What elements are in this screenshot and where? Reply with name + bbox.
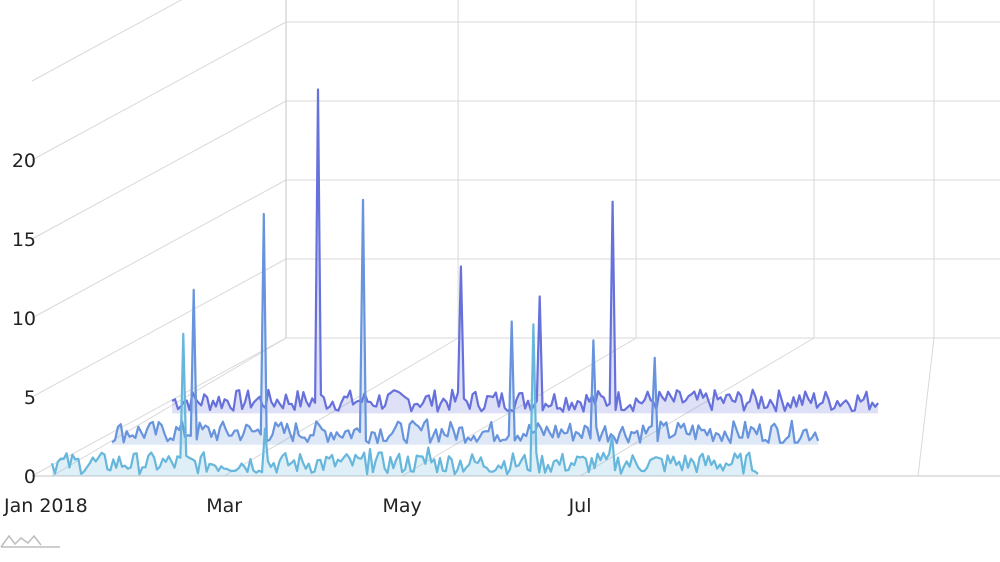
left-wall-gridline — [31, 179, 287, 319]
left-wall-gridline — [31, 258, 287, 398]
series-2-line — [111, 198, 820, 445]
floor-gridline — [401, 337, 637, 477]
x-axis: Jan 2018 Mar May Jul — [3, 495, 592, 517]
x-tick-label: Jul — [568, 495, 592, 517]
x-tick-label: Mar — [206, 495, 242, 517]
y-axis: 0 5 10 15 20 — [12, 150, 36, 488]
left-wall-gridline — [31, 21, 287, 161]
floor-gridline — [917, 337, 935, 477]
series-layer — [50, 88, 879, 476]
x-tick-label: Jan 2018 — [3, 495, 88, 517]
y-tick-label: 15 — [12, 229, 36, 251]
y-tick-label: 10 — [12, 308, 36, 330]
series-1-line — [50, 323, 759, 476]
y-tick-label: 20 — [12, 150, 36, 172]
series-1 — [50, 323, 759, 476]
y-tick-label: 5 — [24, 387, 36, 409]
x-tick-label: May — [382, 495, 421, 517]
series-3 — [171, 88, 879, 414]
floor-gridline — [51, 337, 287, 477]
series-3-line — [171, 88, 879, 413]
series-2 — [111, 198, 820, 445]
left-wall-gridline — [31, 100, 287, 240]
left-wall-gridline — [31, 337, 287, 477]
chart-logo-icon[interactable] — [0, 534, 60, 548]
series-3-area — [172, 89, 879, 414]
floor-gridline — [579, 337, 815, 477]
y-tick-label: 0 — [24, 466, 36, 488]
left-wall-gridline — [31, 0, 183, 82]
